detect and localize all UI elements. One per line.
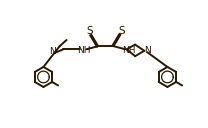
Text: NH: NH <box>77 46 90 55</box>
Text: S: S <box>119 26 125 36</box>
Text: S: S <box>86 26 93 36</box>
Text: NH: NH <box>122 46 136 55</box>
Text: N: N <box>144 46 151 55</box>
Text: N: N <box>49 47 56 56</box>
